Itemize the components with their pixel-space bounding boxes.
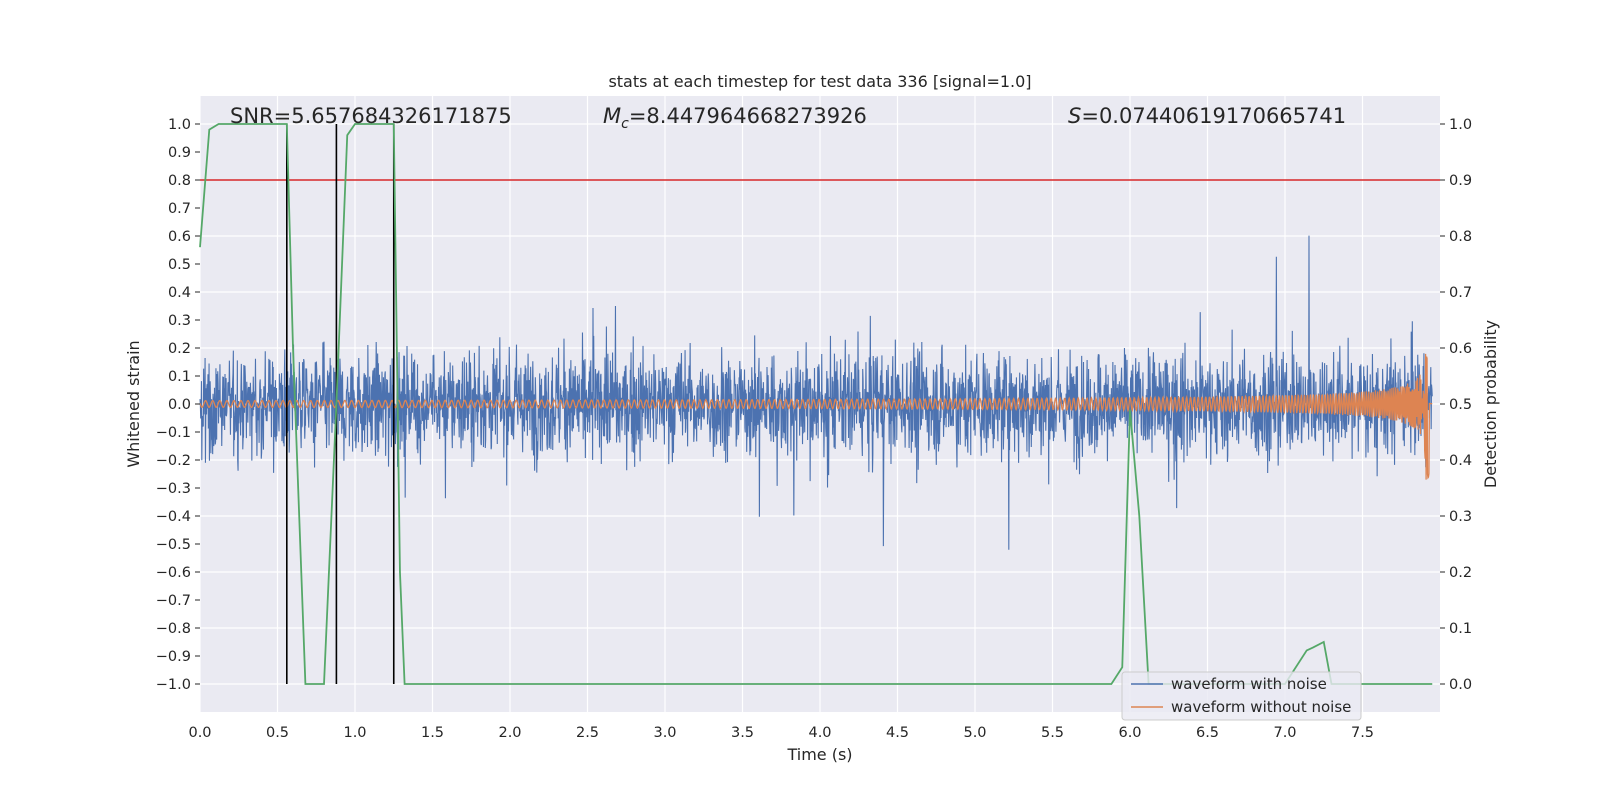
snr-annotation: SNR=5.657684326171875 <box>230 104 512 128</box>
y-left-tick-label: 1.0 <box>168 117 191 133</box>
y-left-tick-label: −0.3 <box>156 481 191 497</box>
x-tick-label: 6.0 <box>1118 725 1141 741</box>
y-left-tick-label: −1.0 <box>156 677 191 693</box>
s-annotation: S=0.07440619170665741 <box>1068 104 1346 128</box>
y-left-tick-label: −0.9 <box>156 649 191 665</box>
y-left-tick-label: 0.9 <box>168 145 191 161</box>
y-right-tick-label: 0.2 <box>1449 565 1472 581</box>
s-symbol: S <box>1068 104 1081 128</box>
y-left-tick-label: −0.7 <box>156 593 191 609</box>
y-left-tick-label: 0.5 <box>168 257 191 273</box>
clean-waveform-line <box>199 353 1433 480</box>
mc-subscript: c <box>621 116 629 132</box>
y-left-tick-label: −0.6 <box>156 565 191 581</box>
y-right-tick-label: 0.4 <box>1449 453 1472 469</box>
legend-label-noise: waveform with noise <box>1171 675 1327 693</box>
x-tick-label: 7.0 <box>1273 725 1296 741</box>
s-value: =0.07440619170665741 <box>1081 104 1346 128</box>
x-tick-label: 6.5 <box>1196 725 1219 741</box>
y-left-tick-label: 0.1 <box>168 369 191 385</box>
y-right-tick-label: 0.0 <box>1449 677 1472 693</box>
x-tick-label: 5.5 <box>1041 725 1064 741</box>
y-left-tick-label: 0.7 <box>168 201 191 217</box>
y-right-tick-label: 0.8 <box>1449 229 1472 245</box>
y-left-tick-label: −0.2 <box>156 453 191 469</box>
x-tick-label: 0.0 <box>188 725 211 741</box>
y-left-tick-label: 0.4 <box>168 285 191 301</box>
y-axis-label-right: Detection probability <box>1481 320 1500 488</box>
y-right-tick-label: 0.1 <box>1449 621 1472 637</box>
legend-label-signal: waveform without noise <box>1171 698 1351 716</box>
mc-symbol: M <box>603 104 621 128</box>
chart-title: stats at each timestep for test data 336… <box>608 72 1031 91</box>
y-left-tick-label: 0.0 <box>168 397 191 413</box>
y-left-tick-label: 0.6 <box>168 229 191 245</box>
x-tick-label: 5.0 <box>963 725 986 741</box>
y-left-tick-label: −0.8 <box>156 621 191 637</box>
y-left-tick-label: 0.8 <box>168 173 191 189</box>
noise-waveform-line <box>199 235 1433 550</box>
x-tick-label: 4.0 <box>808 725 831 741</box>
noise-series <box>199 235 1433 550</box>
y-left-tick-label: 0.2 <box>168 341 191 357</box>
y-axis-label-left: Whitened strain <box>124 340 143 467</box>
x-axis-label: Time (s) <box>786 745 852 764</box>
y-left-tick-label: −0.5 <box>156 537 191 553</box>
x-tick-label: 3.5 <box>731 725 754 741</box>
x-tick-label: 3.0 <box>653 725 676 741</box>
signal-series <box>199 353 1433 480</box>
y-right-tick-label: 1.0 <box>1449 117 1472 133</box>
x-tick-label: 2.0 <box>498 725 521 741</box>
x-tick-label: 7.5 <box>1351 725 1374 741</box>
x-tick-label: 1.5 <box>421 725 444 741</box>
y-right-tick-label: 0.7 <box>1449 285 1472 301</box>
mc-value: =8.447964668273926 <box>629 104 867 128</box>
x-tick-label: 2.5 <box>576 725 599 741</box>
y-right-tick-label: 0.3 <box>1449 509 1472 525</box>
y-left-tick-label: 0.3 <box>168 313 191 329</box>
axes-ticks: 0.0 0.5 1.0 1.5 2.0 2.5 3.0 3.5 4.0 4.5 5.0 5.5 6.0 6… <box>156 117 1472 741</box>
mc-annotation: Mc=8.447964668273926 <box>603 104 867 132</box>
y-left-tick-label: −0.1 <box>156 425 191 441</box>
y-right-tick-label: 0.6 <box>1449 341 1472 357</box>
y-right-tick-label: 0.5 <box>1449 397 1472 413</box>
y-left-tick-label: −0.4 <box>156 509 191 525</box>
x-tick-label: 4.5 <box>886 725 909 741</box>
y-right-tick-label: 0.9 <box>1449 173 1472 189</box>
legend: waveform with noise waveform without noi… <box>1121 671 1362 721</box>
x-tick-label: 1.0 <box>343 725 366 741</box>
legend-box <box>1121 671 1362 721</box>
x-tick-label: 0.5 <box>266 725 289 741</box>
